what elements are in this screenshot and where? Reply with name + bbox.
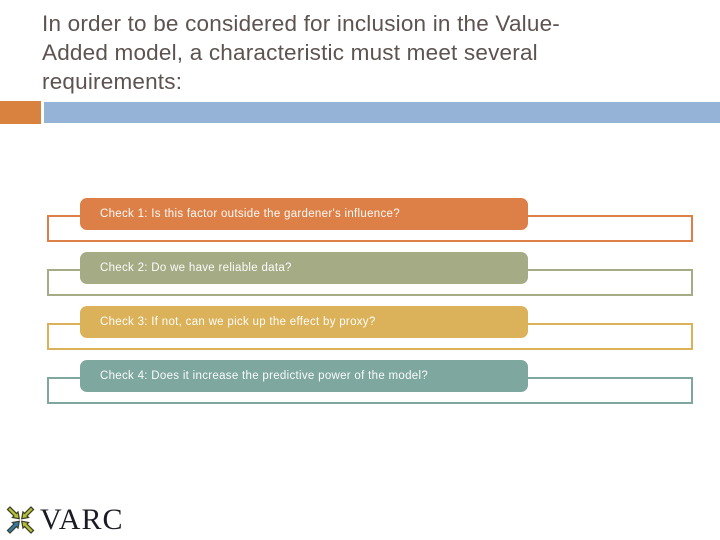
- check-row-4: Check 4: Does it increase the predictive…: [0, 360, 720, 406]
- accent-bar: [44, 102, 720, 123]
- check-4-label: Check 4: Does it increase the predictive…: [100, 370, 429, 382]
- varc-logo-text: VARC: [40, 503, 124, 536]
- check-3-label: Check 3: If not, can we pick up the effe…: [100, 316, 376, 328]
- check-row-1: Check 1: Is this factor outside the gard…: [0, 198, 720, 244]
- check-3-bar: Check 3: If not, can we pick up the effe…: [80, 306, 528, 338]
- check-1-label: Check 1: Is this factor outside the gard…: [100, 208, 400, 220]
- slide-title-line-3: requirements:: [42, 69, 183, 94]
- varc-converging-arrows-icon: [6, 506, 35, 534]
- check-2-label: Check 2: Do we have reliable data?: [100, 262, 292, 274]
- accent-square: [0, 101, 41, 124]
- slide-title: In order to be considered for inclusion …: [42, 9, 702, 96]
- check-2-bar: Check 2: Do we have reliable data?: [80, 252, 528, 284]
- check-1-bar: Check 1: Is this factor outside the gard…: [80, 198, 528, 230]
- varc-logo: VARC: [5, 503, 123, 537]
- check-4-bar: Check 4: Does it increase the predictive…: [80, 360, 528, 392]
- check-row-3: Check 3: If not, can we pick up the effe…: [0, 306, 720, 352]
- slide-title-line-1: In order to be considered for inclusion …: [42, 11, 560, 36]
- check-row-2: Check 2: Do we have reliable data?: [0, 252, 720, 298]
- slide-title-line-2: Added model, a characteristic must meet …: [42, 40, 538, 65]
